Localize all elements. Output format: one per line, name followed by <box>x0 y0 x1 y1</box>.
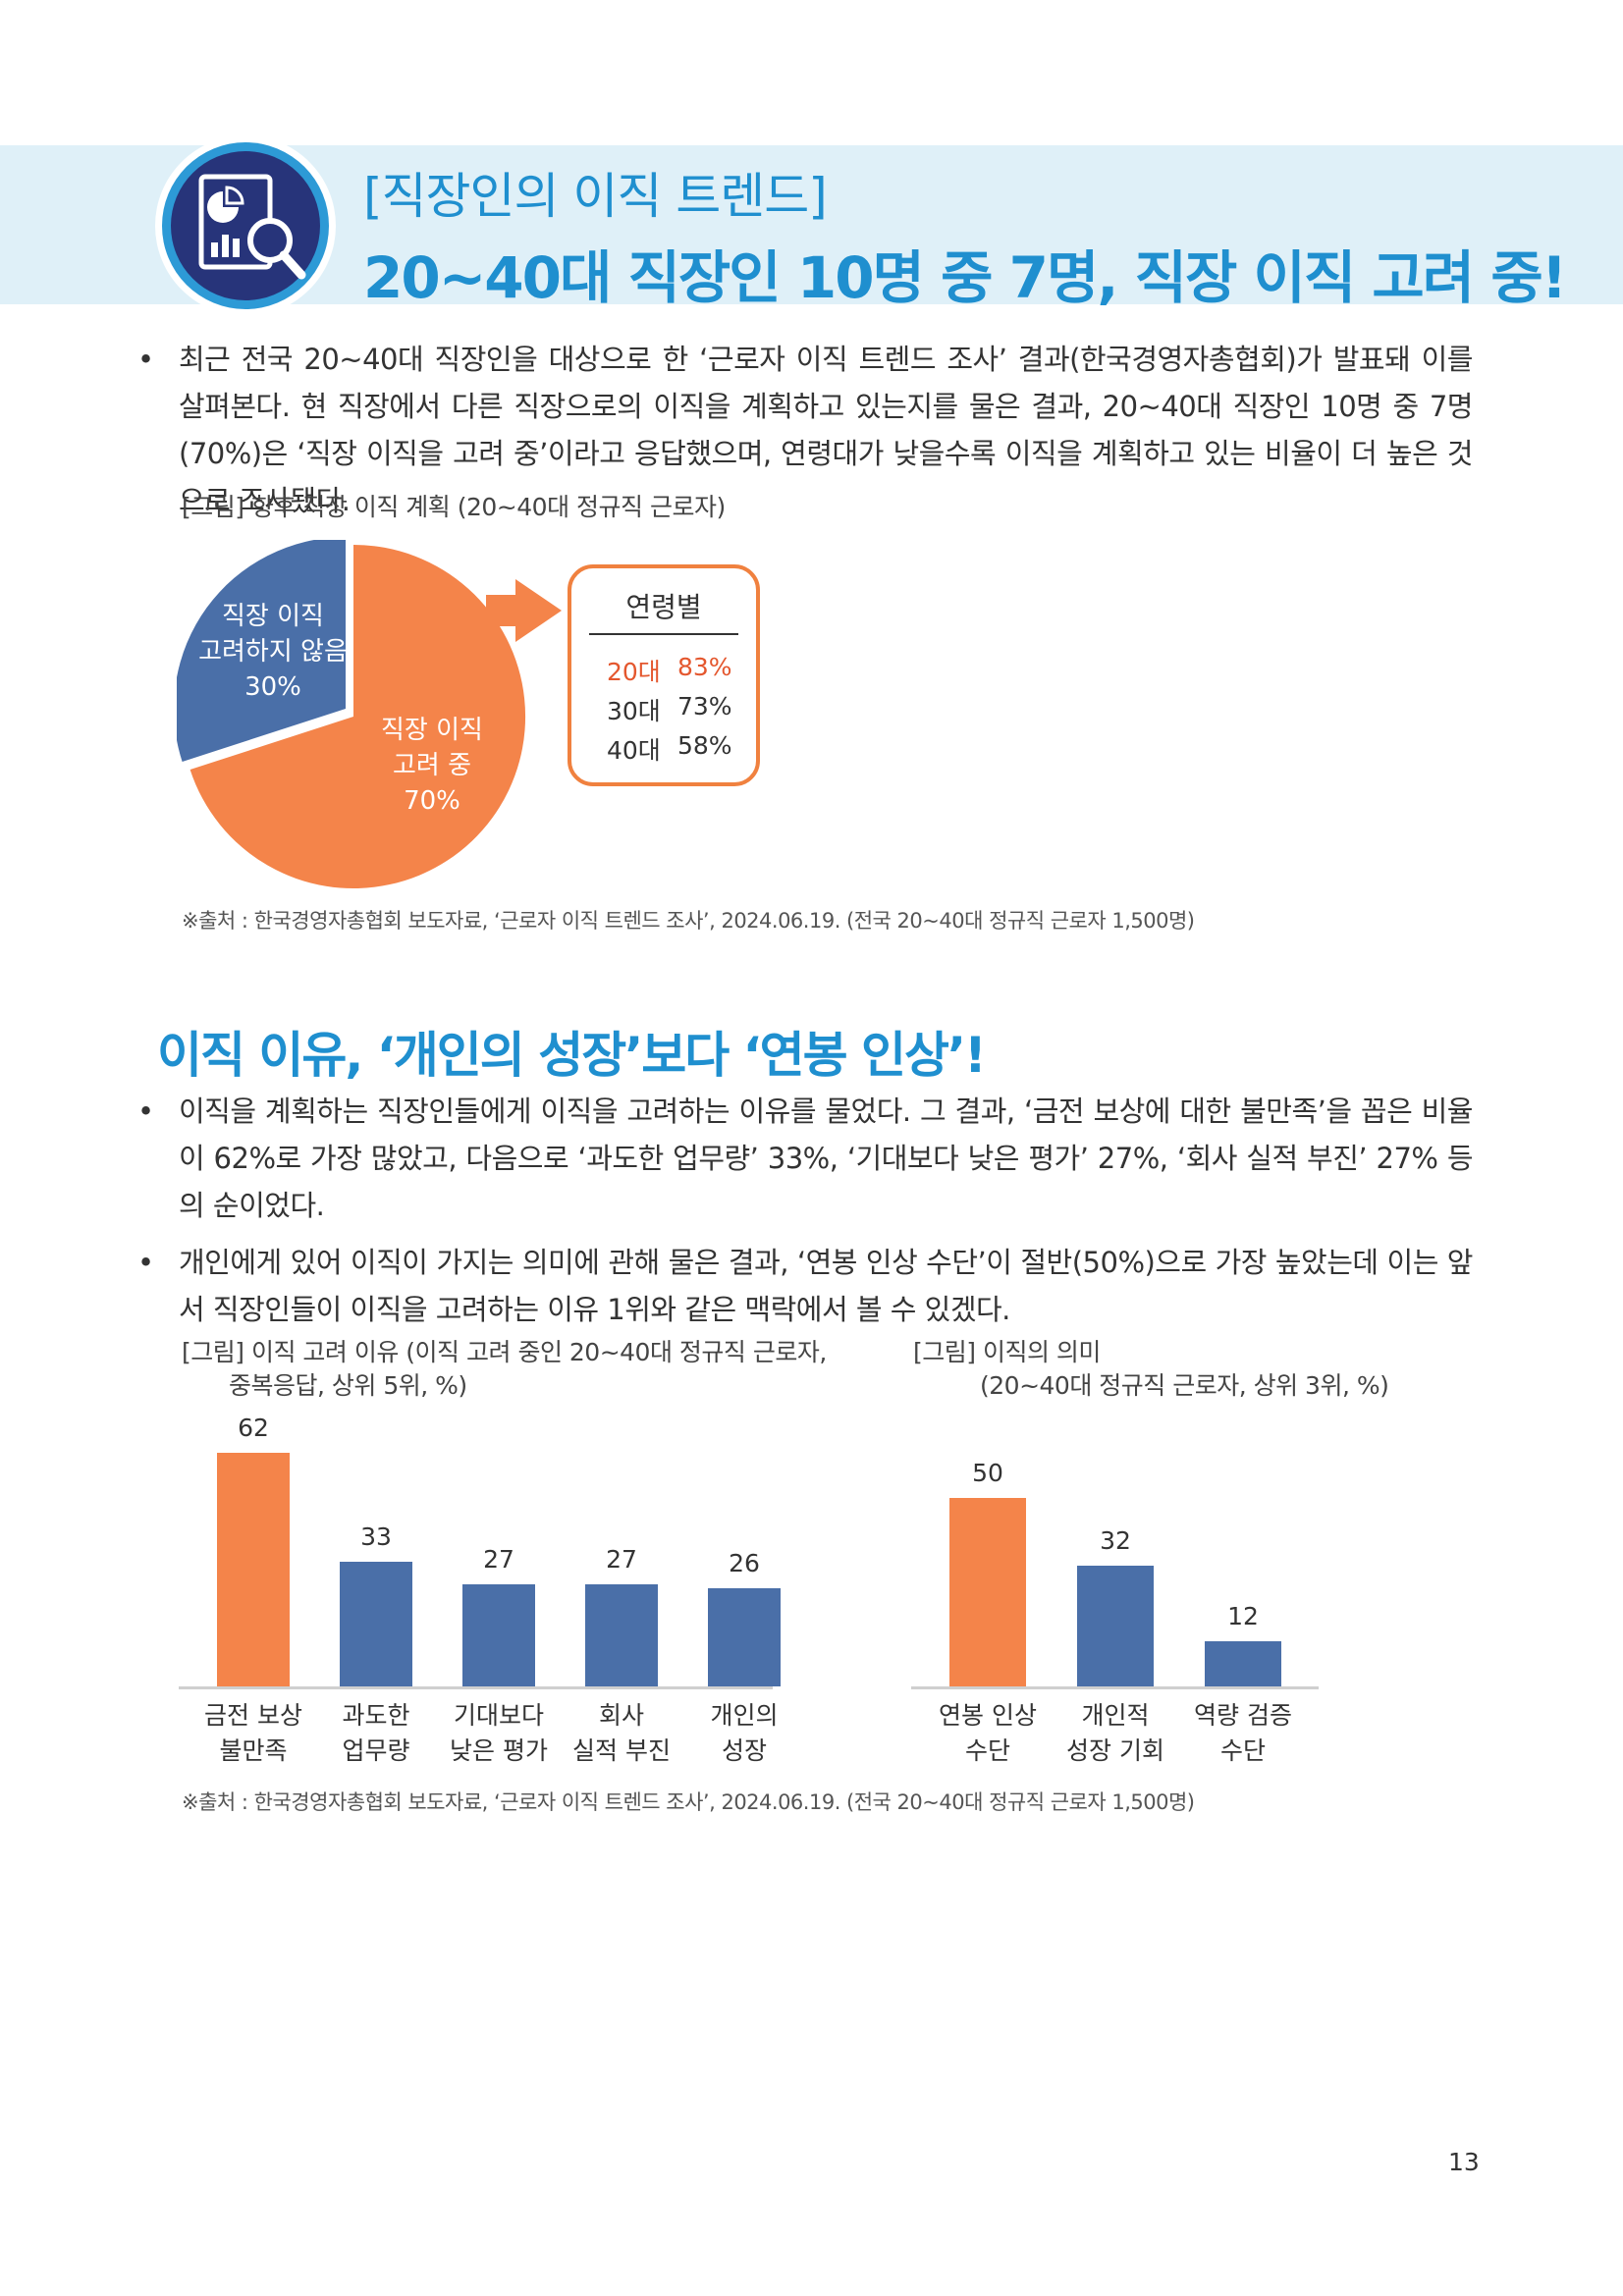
bar <box>708 1588 781 1686</box>
section2-bullets: 이직을 계획하는 직장인들에게 이직을 고려하는 이유를 물었다. 그 결과, … <box>137 1088 1474 1343</box>
bar <box>217 1453 290 1686</box>
report-magnifier-icon <box>152 133 339 319</box>
bar-value-label: 12 <box>1227 1602 1259 1630</box>
arrow-icon <box>486 579 562 642</box>
age-label: 40대 <box>607 736 661 765</box>
section2-paragraph-1: 이직을 계획하는 직장인들에게 이직을 고려하는 이유를 물었다. 그 결과, … <box>137 1088 1474 1229</box>
bar-category-label: 회사 실적 부진 <box>572 1701 671 1765</box>
bar-value-label: 26 <box>729 1549 760 1577</box>
age-value: 58% <box>677 731 732 760</box>
header-category: [직장인의 이직 트렌드] <box>363 168 828 225</box>
age-label: 30대 <box>607 697 661 725</box>
bar <box>949 1498 1026 1686</box>
source-note: ※출처 : 한국경영자총협회 보도자료, ‘근로자 이직 트렌드 조사’, 20… <box>182 1790 1195 1814</box>
bar-value-label: 50 <box>972 1459 1003 1487</box>
x-axis-line <box>911 1686 1319 1689</box>
age-value: 83% <box>677 653 732 681</box>
age-box-divider <box>589 633 738 635</box>
bar-value-label: 27 <box>483 1545 514 1574</box>
bar-caption-left-2: 중복응답, 상위 5위, %) <box>229 1371 467 1400</box>
bar-category-label: 기대보다 낮은 평가 <box>450 1701 548 1765</box>
bar <box>1205 1641 1281 1686</box>
bar-category-label: 금전 보상 불만족 <box>204 1701 302 1765</box>
bar-category-label: 과도한 업무량 <box>342 1701 410 1765</box>
page-number: 13 <box>1448 2148 1480 2176</box>
pie-label-not-considering: 직장 이직 고려하지 않음 30% <box>198 602 348 702</box>
bar-category-label: 개인적 성장 기회 <box>1066 1701 1164 1765</box>
age-value: 73% <box>677 692 732 721</box>
bar-caption-left: [그림] 이직 고려 이유 (이직 고려 중인 20~40대 정규직 근로자, <box>182 1338 827 1366</box>
bar-value-label: 33 <box>360 1522 392 1551</box>
section1-paragraph: 최근 전국 20~40대 직장인을 대상으로 한 ‘근로자 이직 트렌드 조사’… <box>137 336 1474 524</box>
age-breakdown-box: 연령별 20대 83% 30대 73% 40대 58% <box>568 564 760 786</box>
page-title: 20~40대 직장인 10명 중 7명, 직장 이직 고려 중! <box>363 244 1567 311</box>
bar-value-label: 27 <box>606 1545 637 1574</box>
x-axis-line <box>179 1686 773 1689</box>
pie-label-considering: 직장 이직 고려 중 70% <box>381 716 483 816</box>
age-box-title: 연령별 <box>625 591 702 623</box>
bar <box>1077 1566 1154 1686</box>
section2-paragraph-2: 개인에게 있어 이직이 가지는 의미에 관해 물은 결과, ‘연봉 인상 수단’… <box>137 1239 1474 1333</box>
bar <box>585 1584 658 1686</box>
bar <box>462 1584 535 1686</box>
bar-caption-right: [그림] 이직의 의미 <box>913 1338 1101 1366</box>
bar-category-label: 연봉 인상 수단 <box>939 1701 1037 1765</box>
bar-chart-reasons: 62 금전 보상 불만족 33 과도한 업무량 27 기대보다 낮은 평가 27 회사 실적 … <box>179 1414 781 1777</box>
age-label: 20대 <box>607 658 661 686</box>
pie-chart <box>177 540 562 888</box>
pie-slice-not-considering <box>177 540 346 762</box>
bar-value-label: 32 <box>1100 1526 1131 1555</box>
bar-caption-right-2: (20~40대 정규직 근로자, 상위 3위, %) <box>980 1371 1389 1400</box>
bar-category-label: 개인의 성장 <box>710 1701 779 1765</box>
pie-slice-considering <box>189 545 526 888</box>
bar-category-label: 역량 검증 수단 <box>1194 1701 1292 1765</box>
bar-value-label: 62 <box>238 1414 269 1442</box>
section-title: 이직 이유, ‘개인의 성장’보다 ‘연봉 인상’! <box>157 1027 987 1084</box>
pie-figure-caption: [그림] 향후 직장 이직 계획 (20~40대 정규직 근로자) <box>182 493 726 521</box>
section1-bullets: 최근 전국 20~40대 직장인을 대상으로 한 ‘근로자 이직 트렌드 조사’… <box>137 336 1474 534</box>
source-note: ※출처 : 한국경영자총협회 보도자료, ‘근로자 이직 트렌드 조사’, 20… <box>182 909 1195 933</box>
bar-chart-meaning: 50 연봉 인상 수단 32 개인적 성장 기회 12 역량 검증 수단 <box>911 1414 1324 1777</box>
bar <box>340 1562 412 1686</box>
